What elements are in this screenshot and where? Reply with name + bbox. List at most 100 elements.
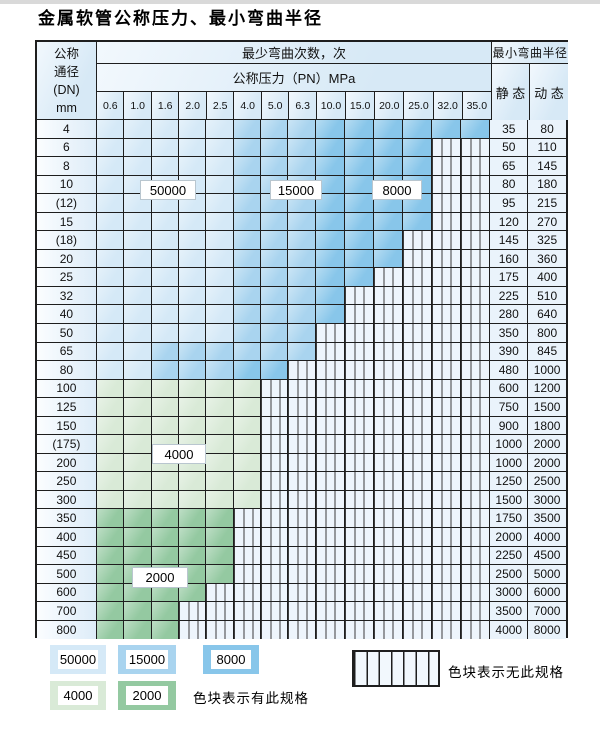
cell-available-15000 (233, 324, 262, 343)
table-row: 32 225 510 (37, 286, 567, 306)
cell-available-15000 (233, 157, 262, 176)
cell-available-50000 (124, 286, 152, 306)
pressure-col-header: 2.0 (179, 92, 207, 120)
cell-not-available (432, 175, 462, 195)
table-row: 6 50 110 (37, 138, 567, 158)
cell-not-available (432, 583, 462, 603)
cell-not-available (206, 620, 234, 640)
cell-not-available (288, 472, 316, 491)
pressure-col-header: 0.6 (97, 92, 125, 120)
cell-available-8000 (315, 212, 345, 232)
scan-edge-strip (0, 0, 600, 4)
cell-not-available (461, 620, 491, 640)
cell-not-available (461, 583, 491, 603)
cell-available-50000 (178, 231, 207, 250)
cell-available-2000 (96, 583, 125, 603)
pressure-col-header: 5.0 (261, 92, 290, 120)
cell-not-available (432, 212, 462, 232)
cell-not-available (432, 565, 462, 584)
dynamic-radius-cell: 4500 (528, 546, 567, 566)
cell-not-available (374, 602, 404, 621)
cell-not-available (344, 602, 375, 621)
dn-cell: 300 (37, 490, 97, 510)
cell-not-available (261, 490, 289, 510)
cell-available-4000 (151, 416, 179, 436)
dynamic-radius-cell: 8000 (528, 620, 567, 640)
cycle-count-label: 15000 (270, 180, 322, 200)
cell-not-available (461, 490, 491, 510)
cell-available-2000 (206, 509, 234, 529)
cell-available-8000 (403, 157, 433, 176)
static-radius-cell: 50 (490, 138, 529, 158)
dn-cell: (18) (37, 231, 97, 250)
cell-available-50000 (96, 342, 125, 362)
legend-no-spec-swatch (352, 650, 440, 687)
table-row: 800 4000 8000 (37, 620, 567, 640)
cell-not-available (288, 546, 316, 566)
cell-available-50000 (96, 120, 125, 139)
cell-available-15000 (233, 249, 262, 269)
cell-not-available (432, 249, 462, 269)
dn-cell: 80 (37, 361, 97, 380)
cell-not-available (344, 435, 375, 454)
cell-available-15000 (233, 268, 262, 287)
cell-not-available (461, 361, 491, 380)
cell-available-15000 (151, 361, 179, 380)
cell-not-available (403, 286, 433, 306)
cell-available-8000 (432, 120, 462, 139)
cell-available-2000 (124, 583, 152, 603)
cell-not-available (344, 565, 375, 584)
cell-not-available (288, 416, 316, 436)
dn-cell: 200 (37, 453, 97, 473)
cell-not-available (403, 305, 433, 325)
cell-available-15000 (233, 305, 262, 325)
cell-available-15000 (288, 324, 316, 343)
cell-available-15000 (233, 175, 262, 195)
cell-available-2000 (178, 546, 207, 566)
cell-not-available (432, 231, 462, 250)
cell-available-50000 (96, 212, 125, 232)
dynamic-radius-cell: 4000 (528, 528, 567, 547)
static-radius-cell: 175 (490, 268, 529, 287)
cell-available-15000 (233, 120, 262, 139)
cell-available-15000 (261, 249, 289, 269)
cell-not-available (233, 528, 262, 547)
table-row: (18) 145 325 (37, 231, 567, 250)
cell-available-2000 (96, 565, 125, 584)
cell-available-15000 (288, 231, 316, 250)
cell-not-available (288, 435, 316, 454)
legend-swatch-4000: 4000 (50, 681, 106, 710)
cell-available-4000 (206, 472, 234, 491)
cell-not-available (344, 416, 375, 436)
cell-not-available (344, 620, 375, 640)
pressure-values-header-row: 0.6 1.0 1.6 2.0 2.5 4.0 5.0 6.3 10.0 15.0 20.0 25.0… (97, 92, 492, 120)
cell-not-available (344, 286, 375, 306)
table-row: 80 480 1000 (37, 361, 567, 380)
cell-not-available (315, 490, 345, 510)
table-row: (175) 1000 2000 (37, 435, 567, 454)
cell-not-available (374, 528, 404, 547)
dn-cell: 4 (37, 120, 97, 139)
cell-available-8000 (315, 194, 345, 213)
cell-available-4000 (124, 453, 152, 473)
cell-not-available (461, 416, 491, 436)
cell-available-4000 (206, 416, 234, 436)
cell-available-15000 (261, 120, 289, 139)
pressure-col-header: 6.3 (289, 92, 317, 120)
cell-not-available (432, 509, 462, 529)
cell-available-50000 (206, 268, 234, 287)
cell-available-8000 (233, 361, 262, 380)
cell-not-available (288, 379, 316, 399)
cell-available-4000 (96, 379, 125, 399)
table-row: 125 750 1500 (37, 398, 567, 417)
static-radius-cell: 4000 (490, 620, 529, 640)
cell-available-2000 (206, 565, 234, 584)
cell-not-available (432, 305, 462, 325)
cell-available-2000 (124, 602, 152, 621)
cell-available-15000 (261, 286, 289, 306)
cell-available-15000 (233, 342, 262, 362)
cell-available-4000 (233, 453, 262, 473)
cell-available-15000 (288, 305, 316, 325)
cell-not-available (461, 435, 491, 454)
static-radius-cell: 225 (490, 286, 529, 306)
